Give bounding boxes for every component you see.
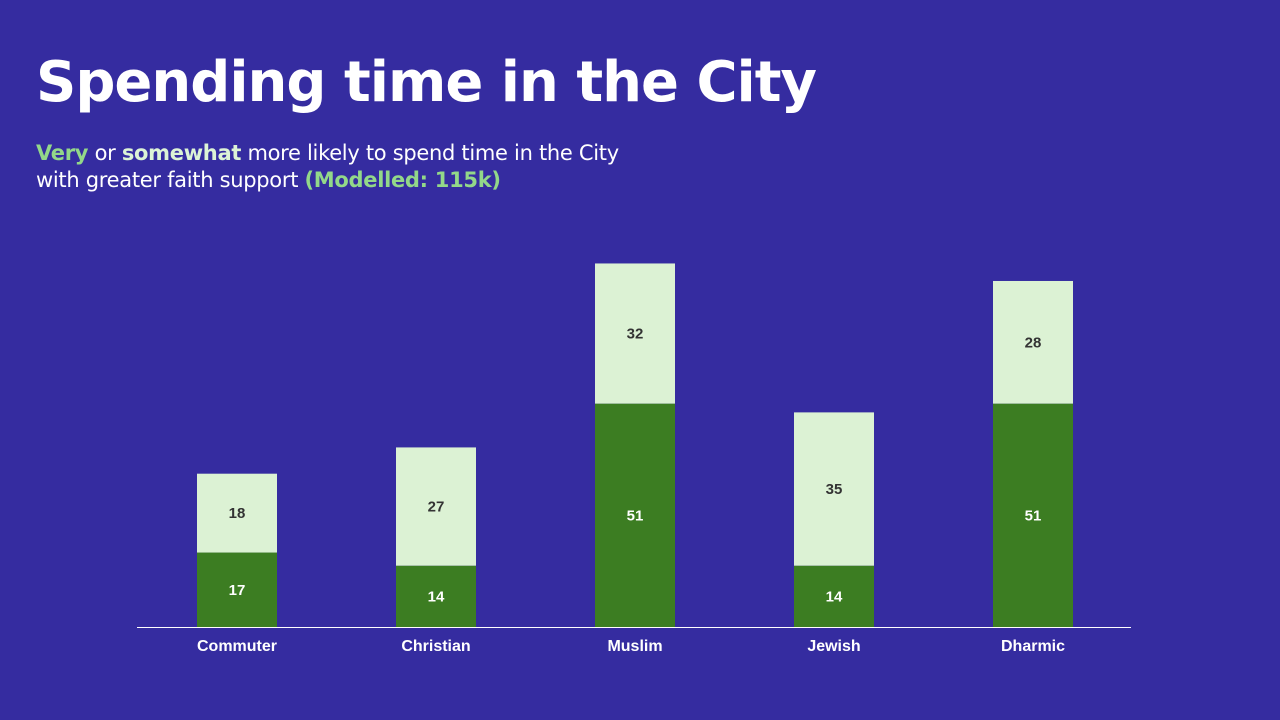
data-label-very-jewish: 14 <box>826 588 843 605</box>
bar-somewhat-jewish <box>794 412 874 566</box>
category-label-dharmic: Dharmic <box>1001 638 1065 655</box>
category-label-jewish: Jewish <box>807 638 860 655</box>
category-label-commuter: Commuter <box>197 638 277 655</box>
subtitle-very: Very <box>36 141 89 165</box>
data-label-somewhat-dharmic: 28 <box>1025 334 1042 351</box>
bar-somewhat-christian <box>396 447 476 566</box>
subtitle-or: or <box>88 141 122 165</box>
data-label-very-muslim: 51 <box>627 507 644 524</box>
subtitle-modelled: (Modelled: 115k) <box>304 168 501 192</box>
data-label-very-commuter: 17 <box>229 582 246 599</box>
data-label-somewhat-jewish: 35 <box>826 481 843 498</box>
bar-very-commuter <box>197 552 277 627</box>
category-label-christian: Christian <box>401 638 470 655</box>
bar-very-muslim <box>595 403 675 627</box>
bar-somewhat-dharmic <box>993 280 1073 404</box>
subtitle-somewhat: somewhat <box>121 141 242 165</box>
data-label-very-christian: 14 <box>428 588 445 605</box>
bar-somewhat-commuter <box>197 473 277 553</box>
bar-very-christian <box>396 565 476 627</box>
bar-very-dharmic <box>993 403 1073 627</box>
data-label-somewhat-christian: 27 <box>428 499 445 516</box>
subtitle-line2: with greater faith support <box>36 168 305 192</box>
bar-somewhat-muslim <box>595 263 675 404</box>
data-label-very-dharmic: 51 <box>1025 507 1042 524</box>
data-label-somewhat-commuter: 18 <box>229 505 246 522</box>
page-title: Spending time in the City <box>36 50 817 115</box>
data-label-somewhat-muslim: 32 <box>627 326 644 343</box>
bar-very-jewish <box>794 565 874 627</box>
category-label-muslim: Muslim <box>607 638 662 655</box>
subtitle: Very or somewhat more likely to spend ti… <box>36 140 619 194</box>
subtitle-line1-rest: more likely to spend time in the City <box>241 141 619 165</box>
